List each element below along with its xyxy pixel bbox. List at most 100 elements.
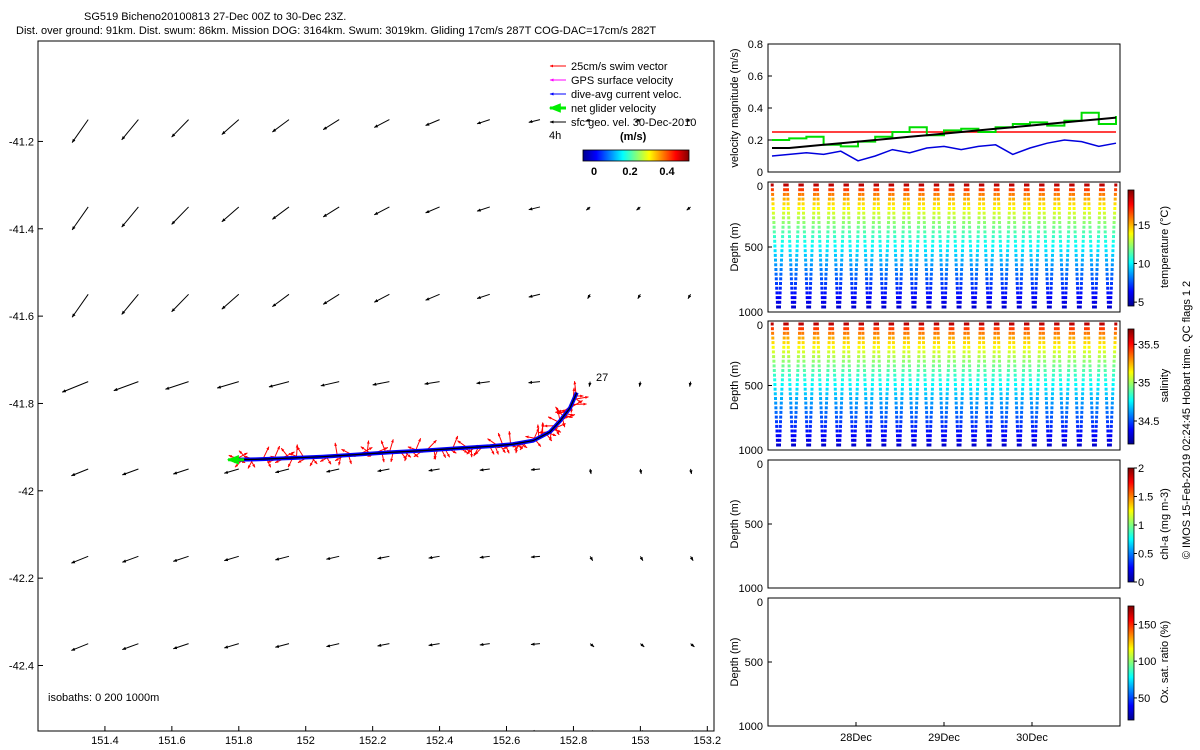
dive-sample [1061, 443, 1065, 447]
dive-sample [953, 230, 957, 234]
climb-sample [902, 350, 906, 354]
climb-sample [883, 429, 887, 433]
dive-sample [1101, 322, 1105, 326]
climb-sample [856, 225, 860, 229]
dive-sample [982, 350, 986, 354]
climb-sample [782, 207, 786, 210]
dive-sample [1073, 235, 1077, 239]
dive-sample [876, 327, 880, 331]
climb-sample [886, 373, 890, 377]
climb-sample [1081, 392, 1085, 396]
climb-sample [978, 341, 982, 345]
dive-sample [968, 369, 972, 372]
dive-sample [861, 183, 864, 187]
climb-sample [884, 268, 888, 271]
velocity-y-axis: 00.20.40.60.8 [748, 39, 772, 179]
climb-sample [973, 300, 977, 304]
dive-sample [881, 443, 885, 447]
dive-sample [941, 305, 945, 309]
climb-sample [1065, 258, 1069, 262]
climb-sample [838, 443, 842, 447]
dive-sample [1076, 438, 1080, 442]
climb-sample [928, 300, 932, 304]
dive-sample [1044, 392, 1048, 396]
dive-sample [908, 383, 912, 386]
dive-sample [877, 216, 881, 220]
climb-sample [781, 364, 785, 368]
dive-sample [816, 207, 820, 210]
dive-sample [849, 406, 853, 410]
dive-sample [862, 359, 866, 363]
dive-sample [789, 415, 793, 419]
dive-sample [1045, 282, 1049, 285]
depth-ylabel: Depth (m) [729, 361, 741, 410]
climb-sample [855, 401, 858, 405]
dive-sample [1000, 268, 1004, 271]
colorbar-tick-label: 0 [1138, 577, 1144, 589]
dive-sample [1087, 341, 1091, 345]
climb-sample [945, 263, 949, 267]
dive-sample [1042, 355, 1046, 359]
dive-sample [818, 378, 822, 382]
climb-sample [978, 192, 982, 196]
climb-sample [1023, 327, 1027, 331]
climb-sample [855, 397, 859, 400]
climb-sample [854, 286, 857, 290]
climb-sample [1112, 230, 1116, 234]
climb-sample [1095, 272, 1099, 276]
dive-sample [848, 235, 852, 239]
dive-sample [1060, 272, 1064, 276]
dive-sample [922, 211, 926, 215]
climb-sample [1081, 378, 1085, 382]
climb-sample [917, 216, 921, 220]
dive-sample [1042, 207, 1046, 210]
climb-sample [1097, 373, 1100, 377]
dive-sample [1061, 424, 1065, 428]
climb-sample [917, 345, 921, 349]
dive-sample [879, 397, 883, 400]
climb-sample [824, 268, 828, 271]
dive-sample [909, 258, 913, 262]
map-x-tick-label: 151.4 [91, 735, 119, 747]
climb-sample [1083, 197, 1087, 201]
dive-sample [969, 392, 973, 396]
geo-velocity-arrow [425, 119, 440, 126]
dive-sample [1057, 207, 1061, 210]
dive-sample [1090, 406, 1094, 410]
dive-sample [1001, 438, 1005, 442]
dive-sample [773, 249, 777, 253]
dive-sample [1044, 397, 1048, 400]
dive-sample [846, 188, 850, 192]
dive-sample [846, 341, 850, 345]
dive-sample [953, 364, 957, 368]
dive-sample [908, 244, 912, 248]
climb-sample [1020, 253, 1024, 257]
colorbar-tick-0.2: 0.2 [622, 166, 637, 178]
climb-sample [977, 221, 981, 224]
dive-sample [803, 239, 807, 243]
geo-velocity-arrow [689, 556, 694, 561]
climb-sample [1036, 244, 1040, 248]
dive-sample [925, 291, 929, 295]
dive-sample [865, 291, 869, 295]
dive-sample [1071, 188, 1075, 192]
dive-sample [1043, 359, 1047, 363]
dive-sample [846, 336, 850, 340]
dive-sample [1026, 327, 1030, 331]
dive-sample [1060, 263, 1063, 267]
climb-sample [780, 378, 784, 382]
dive-sample [910, 286, 914, 290]
dive-sample [1042, 350, 1046, 354]
dive-sample [773, 392, 777, 396]
dive-sample [819, 263, 823, 267]
dive-sample [937, 350, 941, 354]
dive-sample [1013, 225, 1017, 229]
dive-sample [922, 221, 926, 224]
dive-sample [850, 429, 854, 433]
climb-sample [812, 350, 816, 354]
dive-sample [817, 211, 821, 215]
dive-sample [1101, 327, 1105, 331]
climb-sample [811, 373, 815, 377]
dive-sample [1073, 230, 1077, 234]
